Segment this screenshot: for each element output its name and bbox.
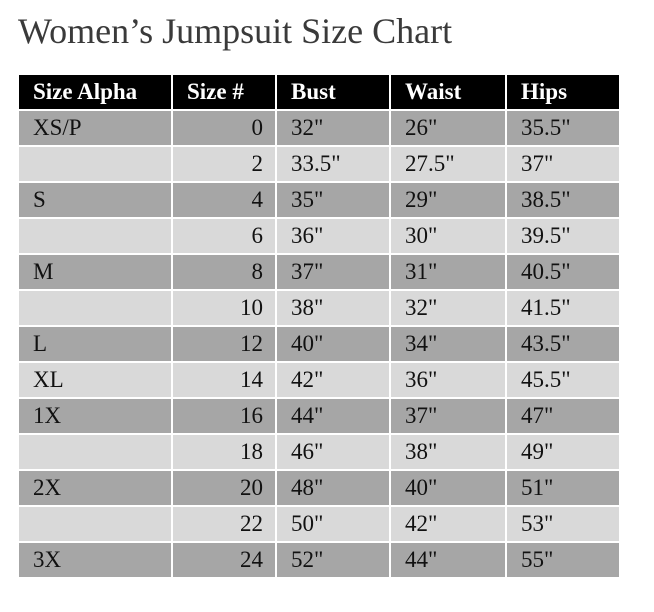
table-row: 6 36" 30" 39.5": [17, 217, 621, 255]
cell-size-alpha: L: [17, 325, 173, 363]
cell-size-number: 24: [171, 541, 277, 579]
cell-size-alpha: [17, 145, 173, 183]
cell-bust: 38": [275, 289, 391, 327]
cell-bust: 42": [275, 361, 391, 399]
cell-size-alpha: 2X: [17, 469, 173, 507]
cell-size-alpha: M: [17, 253, 173, 291]
cell-hips: 51": [505, 469, 621, 507]
header-waist: Waist: [389, 75, 507, 111]
cell-bust: 35": [275, 181, 391, 219]
cell-bust: 48": [275, 469, 391, 507]
cell-bust: 33.5": [275, 145, 391, 183]
cell-hips: 41.5": [505, 289, 621, 327]
table-row: 10 38" 32" 41.5": [17, 289, 621, 327]
cell-size-number: 16: [171, 397, 277, 435]
cell-size-number: 0: [171, 109, 277, 147]
table-row: XL 14 42" 36" 45.5": [17, 361, 621, 399]
table-row: 2 33.5" 27.5" 37": [17, 145, 621, 183]
cell-hips: 49": [505, 433, 621, 471]
cell-hips: 43.5": [505, 325, 621, 363]
cell-hips: 35.5": [505, 109, 621, 147]
cell-size-number: 2: [171, 145, 277, 183]
cell-waist: 40": [389, 469, 507, 507]
table-row: S 4 35" 29" 38.5": [17, 181, 621, 219]
cell-size-alpha: S: [17, 181, 173, 219]
cell-size-alpha: [17, 289, 173, 327]
cell-hips: 53": [505, 505, 621, 543]
cell-bust: 32": [275, 109, 391, 147]
cell-size-number: 18: [171, 433, 277, 471]
header-size-number: Size #: [171, 75, 277, 111]
cell-hips: 55": [505, 541, 621, 579]
cell-size-number: 12: [171, 325, 277, 363]
cell-hips: 37": [505, 145, 621, 183]
cell-waist: 30": [389, 217, 507, 255]
cell-hips: 38.5": [505, 181, 621, 219]
cell-size-alpha: XL: [17, 361, 173, 399]
cell-hips: 39.5": [505, 217, 621, 255]
table-row: XS/P 0 32" 26" 35.5": [17, 109, 621, 147]
cell-bust: 44": [275, 397, 391, 435]
table-row: 22 50" 42" 53": [17, 505, 621, 543]
table-row: 2X 20 48" 40" 51": [17, 469, 621, 507]
cell-size-number: 14: [171, 361, 277, 399]
cell-bust: 52": [275, 541, 391, 579]
header-size-alpha: Size Alpha: [17, 75, 173, 111]
cell-waist: 31": [389, 253, 507, 291]
cell-waist: 26": [389, 109, 507, 147]
cell-size-number: 4: [171, 181, 277, 219]
header-row: Size Alpha Size # Bust Waist Hips: [17, 75, 621, 111]
cell-size-alpha: [17, 217, 173, 255]
cell-size-alpha: [17, 505, 173, 543]
cell-bust: 40": [275, 325, 391, 363]
cell-size-alpha: [17, 433, 173, 471]
cell-size-alpha: XS/P: [17, 109, 173, 147]
cell-waist: 32": [389, 289, 507, 327]
cell-waist: 36": [389, 361, 507, 399]
table-row: 3X 24 52" 44" 55": [17, 541, 621, 579]
cell-size-number: 8: [171, 253, 277, 291]
cell-hips: 40.5": [505, 253, 621, 291]
cell-size-alpha: 1X: [17, 397, 173, 435]
cell-size-alpha: 3X: [17, 541, 173, 579]
cell-waist: 44": [389, 541, 507, 579]
table-row: M 8 37" 31" 40.5": [17, 253, 621, 291]
cell-size-number: 6: [171, 217, 277, 255]
cell-waist: 37": [389, 397, 507, 435]
header-bust: Bust: [275, 75, 391, 111]
table-row: 1X 16 44" 37" 47": [17, 397, 621, 435]
cell-bust: 36": [275, 217, 391, 255]
cell-waist: 38": [389, 433, 507, 471]
table-row: 18 46" 38" 49": [17, 433, 621, 471]
cell-waist: 29": [389, 181, 507, 219]
cell-hips: 47": [505, 397, 621, 435]
cell-waist: 27.5": [389, 145, 507, 183]
cell-waist: 34": [389, 325, 507, 363]
cell-bust: 50": [275, 505, 391, 543]
cell-bust: 37": [275, 253, 391, 291]
cell-size-number: 10: [171, 289, 277, 327]
cell-bust: 46": [275, 433, 391, 471]
page-title: Women’s Jumpsuit Size Chart: [18, 11, 453, 51]
cell-size-number: 20: [171, 469, 277, 507]
table-row: L 12 40" 34" 43.5": [17, 325, 621, 363]
header-hips: Hips: [505, 75, 621, 111]
cell-size-number: 22: [171, 505, 277, 543]
cell-hips: 45.5": [505, 361, 621, 399]
cell-waist: 42": [389, 505, 507, 543]
size-chart-table: Size Alpha Size # Bust Waist Hips XS/P 0 32" 26…: [17, 75, 621, 579]
